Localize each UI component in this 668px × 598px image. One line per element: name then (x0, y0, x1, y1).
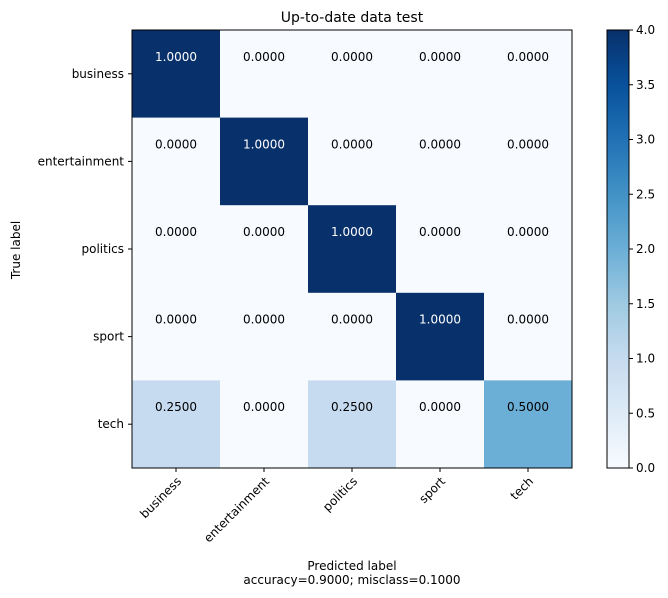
heatmap-cell (396, 117, 485, 206)
heatmap-cell (396, 380, 485, 469)
heatmap-cell (220, 380, 309, 469)
heatmap-cell (220, 30, 309, 119)
heatmap-cell (132, 292, 221, 381)
x-tick-label: politics (320, 474, 360, 514)
colorbar-tick-label: 3.5 (636, 78, 655, 92)
cell-value-label: 0.5000 (507, 400, 549, 414)
y-tick-label: sport (93, 330, 124, 344)
heatmap-cell (132, 380, 221, 469)
cell-value-label: 0.0000 (419, 137, 461, 151)
cell-value-label: 0.0000 (507, 50, 549, 64)
x-axis-label: Predicted label (307, 559, 396, 573)
cell-value-label: 1.0000 (419, 313, 461, 327)
colorbar-tick-label: 1.5 (636, 297, 655, 311)
cell-value-label: 0.0000 (155, 225, 197, 239)
x-tick-label: sport (416, 474, 448, 506)
heatmap-cell (308, 380, 397, 469)
cell-value-label: 0.0000 (419, 50, 461, 64)
x-tick-labels: business entertainment politics sport tech (137, 468, 536, 545)
heatmap-cell (220, 292, 309, 381)
heatmap-cell (132, 30, 221, 119)
y-tick-label: politics (81, 242, 124, 256)
cell-value-label: 0.2500 (331, 400, 373, 414)
heatmap-cell (132, 205, 221, 294)
heatmap-cell (308, 205, 397, 294)
cell-value-label: 0.0000 (507, 137, 549, 151)
y-tick-label: business (72, 67, 124, 81)
heatmap-cell (132, 117, 221, 206)
cell-value-label: 0.0000 (331, 313, 373, 327)
cell-value-label: 1.0000 (331, 225, 373, 239)
heatmap-cell (308, 30, 397, 119)
colorbar-ticks: 0.0 0.5 1.0 1.5 2.0 2.5 3.0 3.5 4.0 (629, 23, 655, 475)
heatmap-cell (396, 292, 485, 381)
heatmap-cells: 1.0000 0.0000 0.0000 0.0000 0.0000 0.0000 1.00… (132, 30, 573, 469)
cell-value-label: 0.0000 (331, 50, 373, 64)
x-tick-label: business (137, 474, 184, 521)
x-axis-sublabel: accuracy=0.9000; misclass=0.1000 (243, 573, 460, 587)
y-tick-labels: business entertainment politics sport tech (38, 67, 132, 431)
cell-value-label: 0.0000 (419, 225, 461, 239)
chart-title: Up-to-date data test (281, 10, 424, 26)
cell-value-label: 0.0000 (243, 225, 285, 239)
cell-value-label: 0.0000 (419, 400, 461, 414)
cell-value-label: 0.0000 (507, 313, 549, 327)
colorbar-tick-label: 0.5 (636, 406, 655, 420)
y-tick-label: tech (98, 417, 124, 431)
colorbar-tick-label: 1.0 (636, 352, 655, 366)
heatmap-cell (484, 117, 573, 206)
cell-value-label: 0.0000 (243, 50, 285, 64)
x-tick-label: entertainment (201, 474, 272, 545)
heatmap-cell (396, 205, 485, 294)
colorbar-tick-label: 4.0 (636, 23, 655, 37)
cell-value-label: 0.0000 (507, 225, 549, 239)
colorbar (606, 29, 630, 469)
cell-value-label: 0.0000 (155, 137, 197, 151)
heatmap-cell (484, 292, 573, 381)
cell-value-label: 1.0000 (155, 50, 197, 64)
heatmap-cell (484, 205, 573, 294)
heatmap-cell (484, 380, 573, 469)
heatmap-cell (396, 30, 485, 119)
heatmap-cell (308, 292, 397, 381)
cell-value-label: 0.0000 (331, 137, 373, 151)
x-tick-label: tech (508, 474, 536, 502)
cell-value-label: 0.0000 (155, 313, 197, 327)
colorbar-tick-label: 2.0 (636, 242, 655, 256)
colorbar-tick-label: 0.0 (636, 461, 655, 475)
heatmap-cell (484, 30, 573, 119)
heatmap-cell (220, 205, 309, 294)
colorbar-tick-label: 3.0 (636, 133, 655, 147)
cell-value-label: 0.0000 (243, 313, 285, 327)
heatmap-cell (220, 117, 309, 206)
y-axis-label: True label (9, 221, 23, 280)
colorbar-tick-label: 2.5 (636, 187, 655, 201)
cell-value-label: 0.0000 (243, 400, 285, 414)
cell-value-label: 0.2500 (155, 400, 197, 414)
cell-value-label: 1.0000 (243, 137, 285, 151)
y-tick-label: entertainment (38, 154, 125, 168)
heatmap-cell (308, 117, 397, 206)
